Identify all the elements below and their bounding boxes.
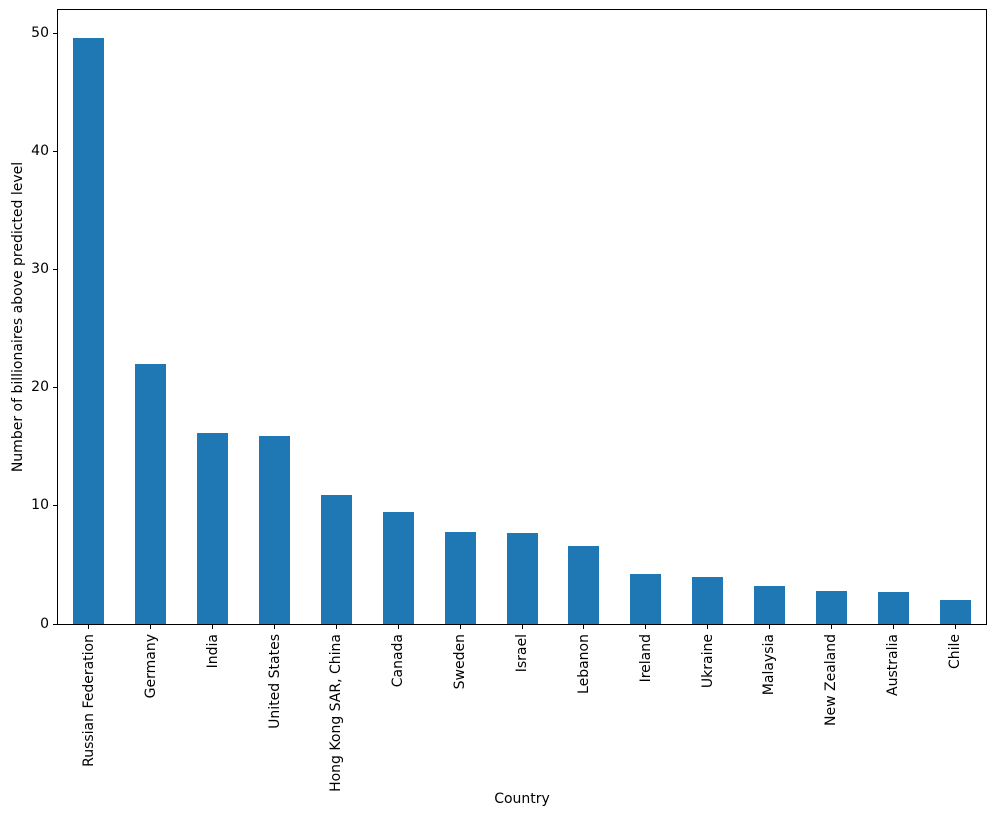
x-tick-label: Hong Kong SAR, China	[328, 634, 345, 792]
x-tick-label: Israel	[514, 634, 530, 673]
x-tick-label: Malaysia	[761, 634, 778, 696]
bar-malaysia	[753, 586, 785, 624]
x-tick-label: United States	[266, 634, 283, 729]
y-axis-label: Number of billionaires above predicted l…	[10, 161, 26, 473]
x-tick-mark	[212, 625, 214, 629]
bar-united-states	[259, 436, 291, 624]
y-tick-mark	[53, 269, 57, 271]
x-tick-label: Lebanon	[575, 634, 592, 694]
x-tick-mark	[830, 625, 832, 629]
x-tick-label: Russian Federation	[80, 634, 97, 767]
bar-lebanon	[568, 546, 600, 624]
y-tick-label: 10	[31, 497, 49, 514]
x-axis-label: Country	[494, 791, 550, 807]
x-tick-mark	[274, 625, 276, 629]
bar-canada	[382, 511, 414, 624]
bar-india	[197, 432, 229, 624]
x-tick-label: Australia	[885, 634, 902, 696]
y-tick-mark	[53, 151, 57, 153]
bar-russian-federation	[73, 38, 105, 624]
x-tick-mark	[892, 625, 894, 629]
y-tick-label: 20	[31, 379, 49, 396]
bar-ukraine	[692, 576, 724, 624]
x-tick-label: Canada	[390, 634, 407, 688]
bar-ireland	[630, 574, 662, 624]
y-tick-mark	[53, 505, 57, 507]
y-tick-mark	[53, 387, 57, 389]
y-tick-mark	[53, 623, 57, 625]
bar-new-zealand	[815, 590, 847, 624]
bar-hong-kong-sar-china	[320, 495, 352, 624]
x-tick-label: India	[204, 634, 221, 669]
x-tick-mark	[397, 625, 399, 629]
bar-australia	[877, 592, 909, 624]
x-tick-mark	[583, 625, 585, 629]
x-tick-mark	[768, 625, 770, 629]
x-tick-label: Germany	[142, 634, 159, 699]
x-tick-label: Chile	[947, 634, 964, 670]
x-tick-mark	[521, 625, 523, 629]
y-tick-label: 0	[40, 615, 49, 632]
bar-chile	[939, 600, 971, 624]
x-tick-mark	[88, 625, 90, 629]
x-tick-label: Ukraine	[699, 634, 716, 689]
bar-germany	[135, 364, 167, 624]
x-tick-mark	[645, 625, 647, 629]
x-tick-label: Sweden	[452, 634, 469, 690]
x-tick-label: Ireland	[637, 634, 654, 683]
x-tick-mark	[459, 625, 461, 629]
x-tick-mark	[150, 625, 152, 629]
y-tick-mark	[53, 33, 57, 35]
bar-sweden	[444, 531, 476, 624]
y-tick-label: 50	[31, 25, 49, 42]
y-tick-label: 30	[31, 261, 49, 278]
x-tick-mark	[335, 625, 337, 629]
x-tick-mark	[954, 625, 956, 629]
bar-israel	[506, 533, 538, 624]
y-tick-label: 40	[31, 143, 49, 160]
x-tick-mark	[707, 625, 709, 629]
x-tick-label: New Zealand	[823, 634, 840, 726]
